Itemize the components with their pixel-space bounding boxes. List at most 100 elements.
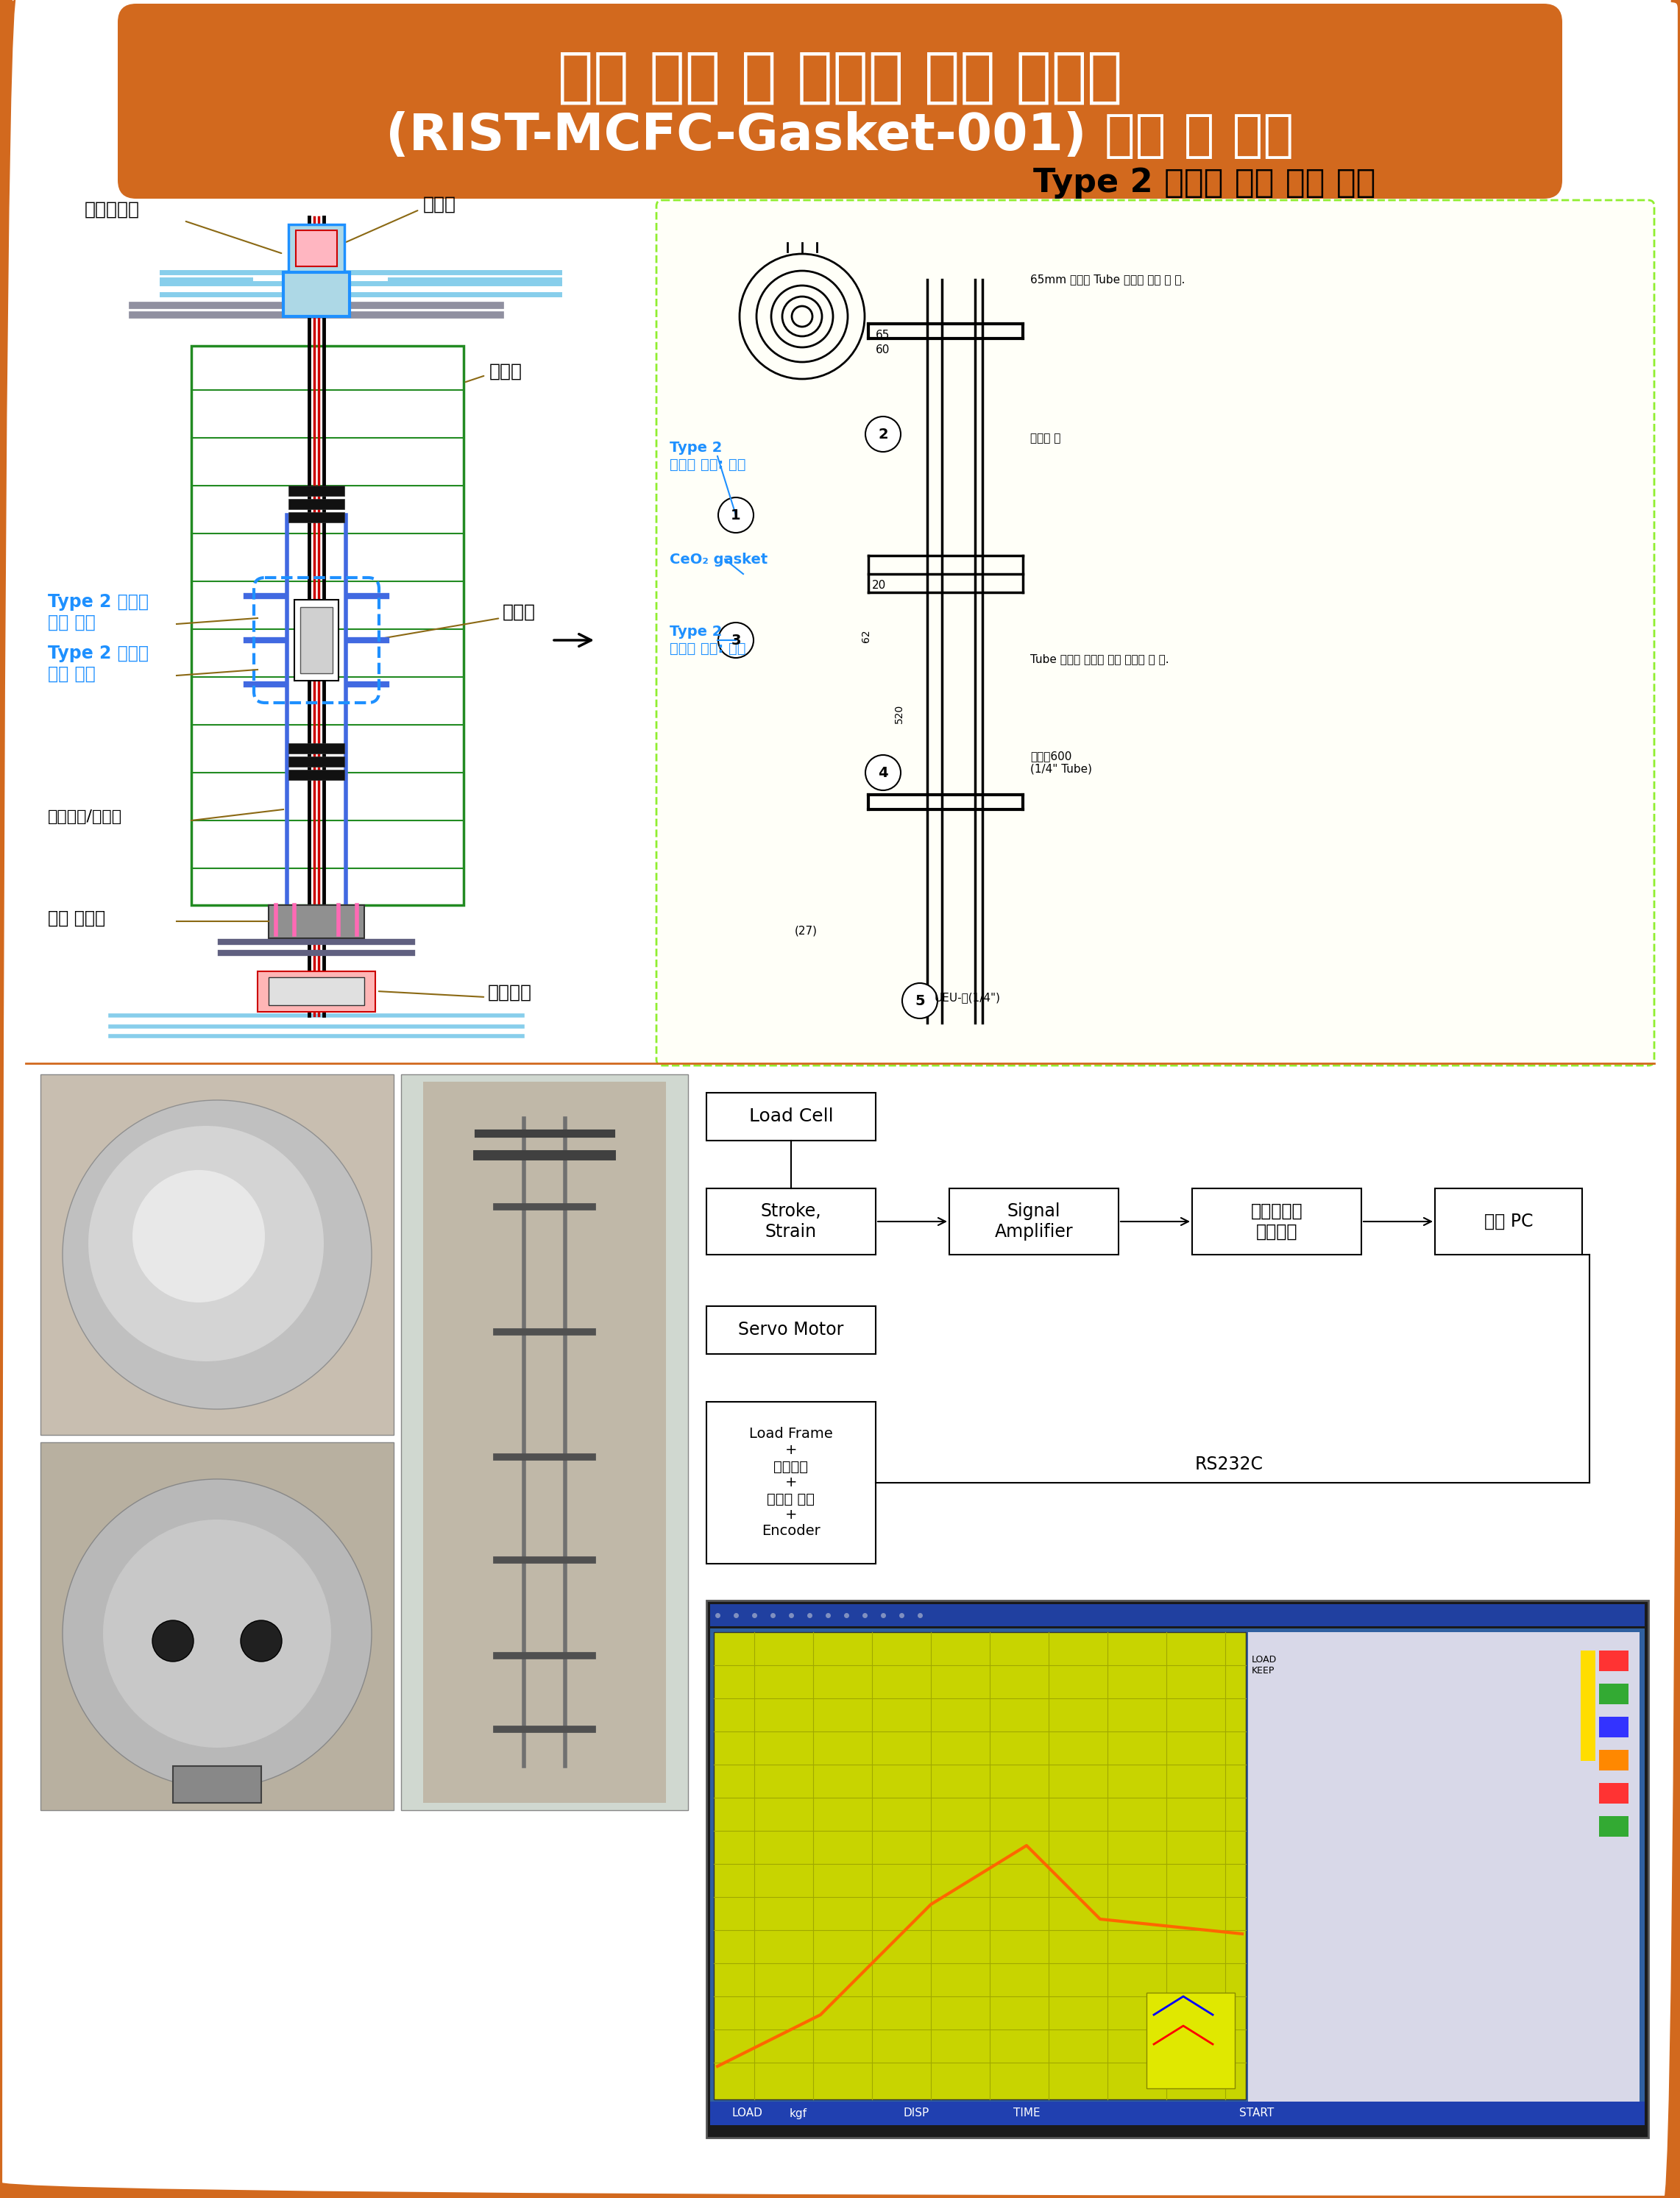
- Bar: [706, 1189, 875, 1255]
- Bar: [1599, 1750, 1628, 1769]
- Bar: [301, 607, 333, 673]
- Circle shape: [240, 1620, 282, 1662]
- Text: 5: 5: [916, 993, 926, 1007]
- Text: DISP: DISP: [904, 2108, 929, 2119]
- Bar: [711, 1605, 1645, 1627]
- Bar: [706, 1092, 875, 1141]
- FancyBboxPatch shape: [657, 200, 1655, 1066]
- Text: 60: 60: [875, 345, 890, 356]
- Bar: [289, 512, 344, 523]
- Text: kgf: kgf: [790, 2108, 808, 2119]
- Text: Load Frame
+
고온챔버
+
누설률 지그
+
Encoder: Load Frame + 고온챔버 + 누설률 지그 + Encoder: [749, 1427, 833, 1539]
- Circle shape: [865, 415, 900, 453]
- Text: Stroke,
Strain: Stroke, Strain: [761, 1202, 822, 1240]
- Text: Servo Motor: Servo Motor: [738, 1321, 843, 1339]
- Circle shape: [62, 1479, 371, 1789]
- Text: (27): (27): [795, 925, 818, 936]
- Text: CeO₂ gasket: CeO₂ gasket: [670, 552, 768, 567]
- Bar: [1599, 1783, 1628, 1805]
- Bar: [711, 2101, 1645, 2125]
- Text: 로드셀: 로드셀: [423, 196, 457, 213]
- Circle shape: [133, 1169, 265, 1303]
- Bar: [289, 499, 344, 510]
- Bar: [1599, 1651, 1628, 1670]
- Bar: [296, 231, 338, 266]
- Text: 가열로: 가열로: [489, 363, 522, 380]
- Text: LOAD: LOAD: [731, 2108, 763, 2119]
- Text: 시험편: 시험편: [502, 604, 536, 622]
- Bar: [714, 1633, 1247, 2099]
- Text: UEU-어(1/4"): UEU-어(1/4"): [934, 991, 1001, 1002]
- Bar: [1193, 1189, 1361, 1255]
- Bar: [1599, 1717, 1628, 1736]
- Text: Type 2 누설률: Type 2 누설률: [47, 593, 148, 611]
- Text: Signal
Amplifier: Signal Amplifier: [995, 1202, 1074, 1240]
- Circle shape: [719, 497, 754, 532]
- Text: 2: 2: [879, 426, 889, 442]
- Bar: [1435, 1189, 1583, 1255]
- Bar: [1248, 1633, 1640, 2121]
- Text: 인코넬600
(1/4" Tube): 인코넬600 (1/4" Tube): [1030, 752, 1092, 776]
- Bar: [284, 273, 349, 317]
- Bar: [1146, 1994, 1235, 2088]
- Text: 일방향 놀: 일방향 놀: [1030, 433, 1060, 444]
- Bar: [173, 1765, 260, 1802]
- Text: 62: 62: [860, 629, 872, 642]
- Text: START: START: [1240, 2108, 1273, 2119]
- Bar: [706, 1600, 1648, 2139]
- Circle shape: [62, 1101, 371, 1409]
- Text: 4: 4: [879, 765, 889, 780]
- Circle shape: [89, 1125, 324, 1361]
- Bar: [294, 600, 338, 681]
- Text: (RIST-MCFC-Gasket-001) 설계 및 제작: (RIST-MCFC-Gasket-001) 설계 및 제작: [386, 112, 1294, 160]
- Circle shape: [153, 1620, 193, 1662]
- Circle shape: [719, 622, 754, 657]
- Bar: [40, 1442, 393, 1811]
- Bar: [289, 756, 344, 767]
- Text: 측정센서: 측정센서: [487, 985, 533, 1002]
- FancyBboxPatch shape: [118, 4, 1562, 198]
- Bar: [269, 906, 365, 939]
- Bar: [949, 1189, 1119, 1255]
- Bar: [706, 1306, 875, 1354]
- Bar: [1581, 1651, 1596, 1761]
- Text: Type 2
누설률 지그: 하부: Type 2 누설률 지그: 하부: [670, 624, 746, 655]
- Text: 크로스헤드: 크로스헤드: [84, 200, 139, 218]
- Text: 푸셔 유니트: 푸셔 유니트: [47, 910, 106, 928]
- Text: Type 2 누설률: Type 2 누설률: [47, 644, 148, 662]
- Text: 디지털서보
컨트롤러: 디지털서보 컨트롤러: [1250, 1202, 1302, 1240]
- Circle shape: [102, 1519, 331, 1747]
- Bar: [257, 972, 375, 1011]
- Text: Type 2
누설률 지그: 상부: Type 2 누설률 지그: 상부: [670, 442, 746, 470]
- Text: 보호튜브/푸셔봉: 보호튜브/푸셔봉: [47, 809, 123, 824]
- Bar: [423, 1081, 665, 1802]
- Text: LOAD
KEEP: LOAD KEEP: [1252, 1655, 1277, 1675]
- Text: 고온 변형 및 누설률 평가 시스템: 고온 변형 및 누설률 평가 시스템: [558, 48, 1122, 106]
- Text: 65mm 안에서 Tube 접합후 번딩 할 것.: 65mm 안에서 Tube 접합후 번딩 할 것.: [1030, 275, 1184, 286]
- Bar: [1599, 1816, 1628, 1838]
- Bar: [289, 486, 344, 497]
- Text: 1: 1: [731, 508, 741, 523]
- Text: RS232C: RS232C: [1194, 1455, 1263, 1473]
- Bar: [289, 743, 344, 754]
- Bar: [711, 1629, 1645, 2125]
- Bar: [269, 978, 365, 1004]
- Text: Load Cell: Load Cell: [749, 1108, 833, 1125]
- Text: 지그 상부: 지그 상부: [47, 613, 96, 631]
- Circle shape: [902, 983, 937, 1018]
- Bar: [402, 1075, 689, 1811]
- Text: 65: 65: [875, 330, 890, 341]
- Text: 제어 PC: 제어 PC: [1483, 1213, 1534, 1231]
- Bar: [192, 345, 464, 906]
- Bar: [1599, 1684, 1628, 1703]
- Circle shape: [865, 754, 900, 791]
- Text: 520: 520: [894, 703, 904, 723]
- Bar: [289, 224, 344, 273]
- Text: 지그 하부: 지그 하부: [47, 666, 96, 684]
- Text: 3: 3: [731, 633, 741, 646]
- Text: Tube 번딩은 작업이 용이 하도록 할 것.: Tube 번딩은 작업이 용이 하도록 할 것.: [1030, 653, 1169, 664]
- Text: 20: 20: [872, 580, 885, 591]
- Bar: [289, 769, 344, 780]
- Bar: [706, 1402, 875, 1563]
- Text: Type 2 누설률 평가 지그 설계: Type 2 누설률 평가 지그 설계: [1033, 167, 1376, 198]
